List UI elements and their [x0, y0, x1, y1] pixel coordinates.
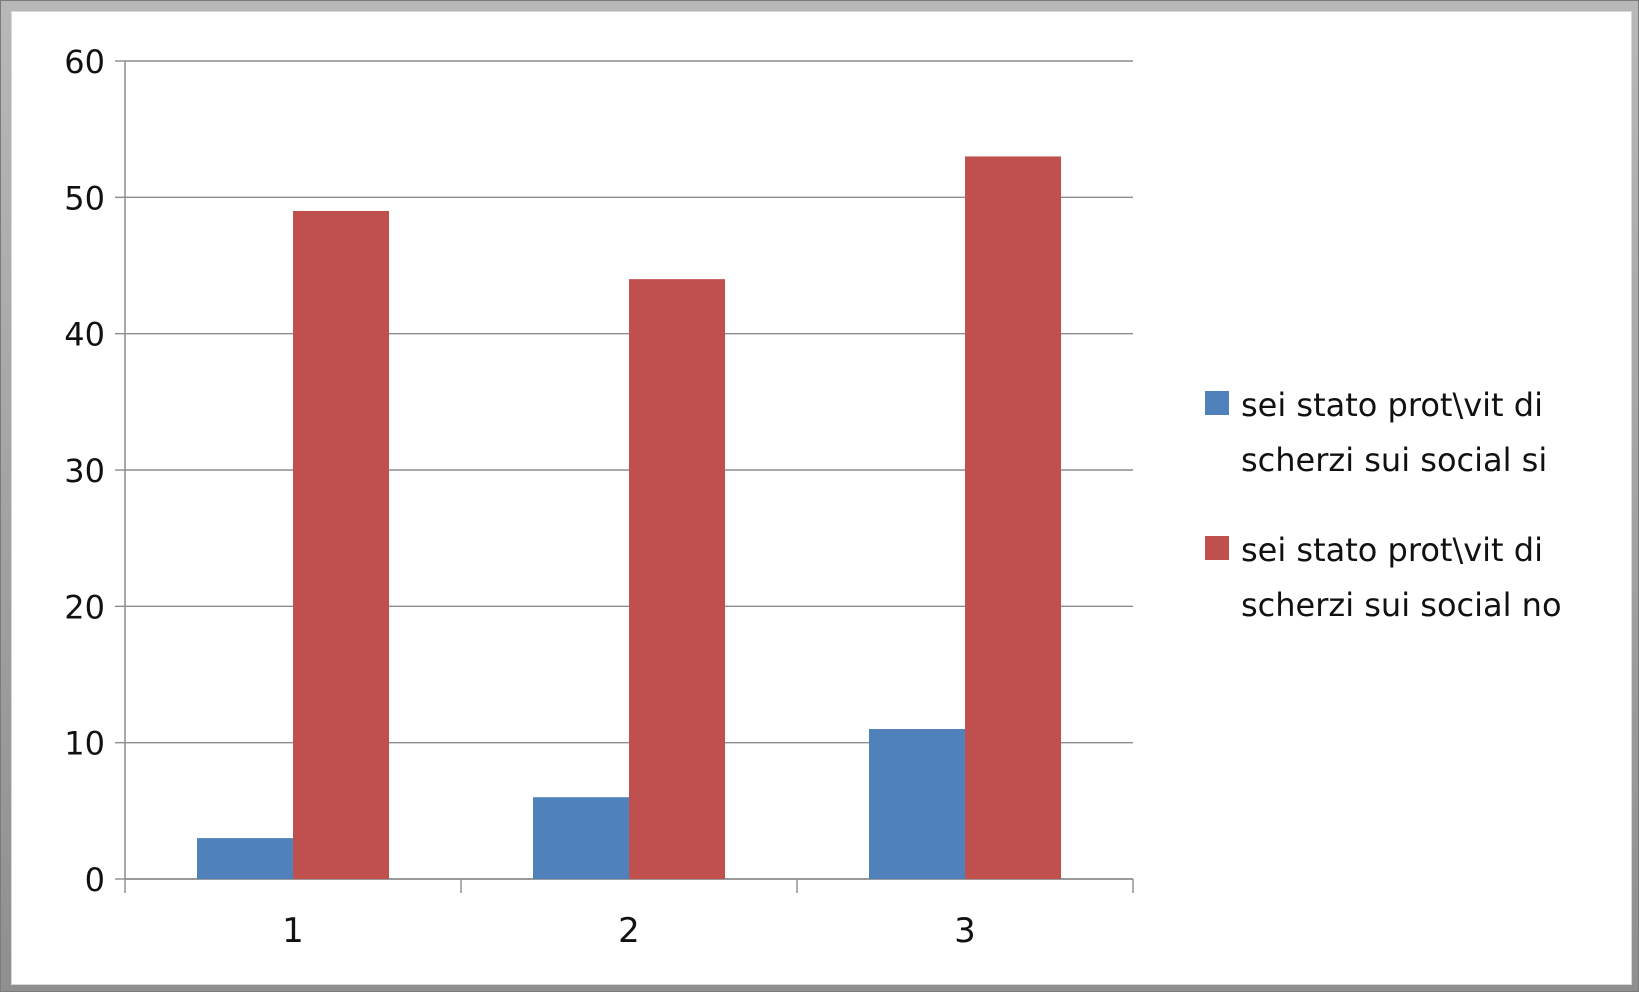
x-tick-label: 2	[618, 911, 640, 951]
y-tick-label: 60	[64, 43, 105, 81]
bar-chart: 0 10 20 30 40 50 60 1 2 3 sei stato prot\vit di sc…	[64, 43, 1562, 951]
y-tick-label: 0	[85, 861, 105, 899]
bar-series-2-category-2	[629, 279, 725, 880]
bar-series-1-category-1	[197, 838, 293, 879]
legend: sei stato prot\vit di scherzi sui social …	[1205, 386, 1562, 624]
bar-series-1-category-2	[533, 797, 629, 879]
y-tick-label: 50	[64, 179, 105, 217]
axis-labels: 0 10 20 30 40 50 60 1 2 3	[64, 43, 976, 951]
x-tick-label: 1	[282, 911, 304, 951]
bar-series-2-category-3	[965, 156, 1061, 879]
bars	[197, 156, 1061, 880]
bar-series-1-category-3	[869, 729, 965, 879]
bar-series-2-category-1	[293, 210, 389, 879]
legend-label-2-line-1: sei stato prot\vit di	[1241, 531, 1543, 569]
chart-area: 0 10 20 30 40 50 60 1 2 3 sei stato prot\vit di sc…	[11, 11, 1632, 985]
y-tick-label: 20	[64, 588, 105, 626]
legend-swatch-2	[1205, 536, 1229, 560]
y-tick-label: 40	[64, 316, 105, 354]
x-tick-label: 3	[954, 911, 976, 951]
y-tick-label: 10	[64, 725, 105, 763]
y-tick-label: 30	[64, 452, 105, 490]
legend-label-1-line-2: scherzi sui social si	[1241, 441, 1547, 479]
legend-label-1-line-1: sei stato prot\vit di	[1241, 386, 1543, 424]
legend-swatch-1	[1205, 391, 1229, 415]
legend-label-2-line-2: scherzi sui social no	[1241, 586, 1562, 624]
